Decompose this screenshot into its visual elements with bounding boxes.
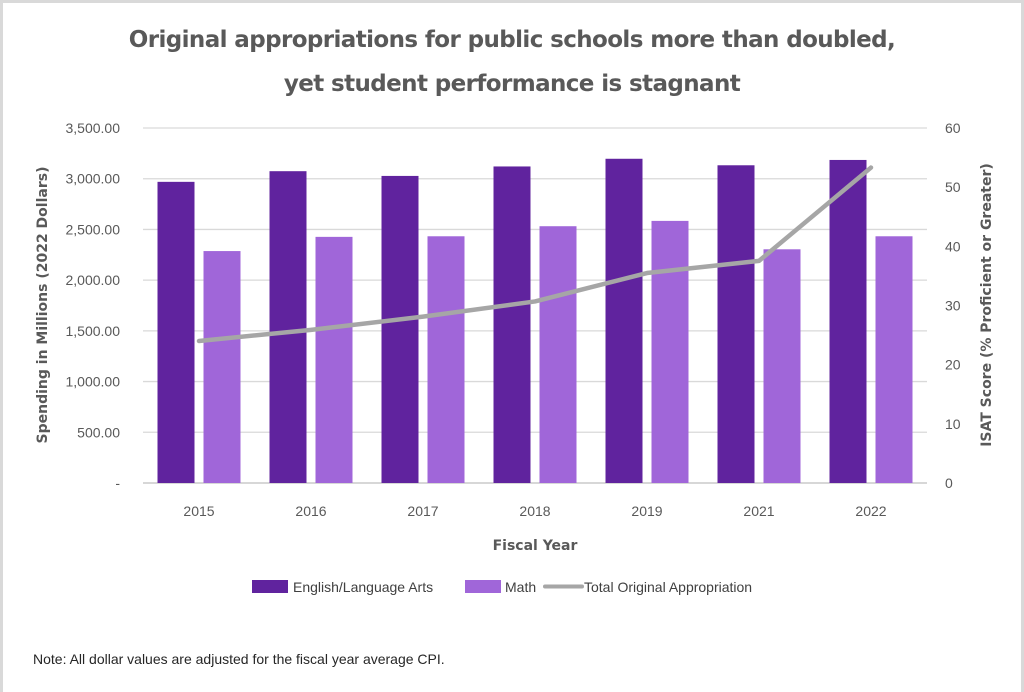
right-tick-label: 0	[945, 475, 953, 491]
legend-swatch-ela	[252, 580, 288, 593]
bar-english-language-arts-2022	[829, 159, 867, 483]
bar-math-2018	[539, 226, 577, 483]
right-tick-label: 40	[945, 238, 961, 254]
left-tick-label: 1,500.00	[66, 323, 121, 339]
gridlines	[143, 127, 927, 484]
right-tick-label: 50	[945, 179, 961, 195]
legend-label-ela: English/Language Arts	[293, 579, 433, 595]
footnote: Note: All dollar values are adjusted for…	[33, 651, 445, 667]
right-axis-ticks: 0 10 20 30 40 50 60	[945, 120, 961, 491]
left-tick-label: 3,500.00	[66, 120, 121, 136]
left-axis-title: Spending in Millions (2022 Dollars)	[35, 167, 51, 444]
bar-math-2019	[651, 220, 689, 483]
left-tick-label: 2,500.00	[66, 221, 121, 237]
legend-swatch-math	[465, 580, 501, 593]
x-tick-label: 2019	[631, 503, 662, 519]
legend: English/Language Arts Math Total Origina…	[252, 579, 752, 595]
left-tick-label: 500.00	[77, 424, 120, 440]
x-tick-label: 2015	[183, 503, 214, 519]
bar-english-language-arts-2016	[269, 171, 307, 484]
right-tick-label: 30	[945, 298, 961, 314]
left-tick-label: -	[115, 475, 120, 491]
x-axis-title: Fiscal Year	[493, 538, 578, 554]
left-tick-label: 3,000.00	[66, 171, 121, 187]
bar-english-language-arts-2015	[157, 181, 195, 483]
bar-math-2022	[875, 236, 913, 483]
x-tick-label: 2018	[519, 503, 550, 519]
left-tick-label: 1,000.00	[66, 374, 121, 390]
x-tick-label: 2022	[855, 503, 886, 519]
bar-english-language-arts-2019	[605, 158, 643, 483]
left-tick-label: 2,000.00	[66, 272, 121, 288]
left-axis-ticks: - 500.00 1,000.00 1,500.00 2,000.00 2,500.00 3…	[66, 120, 121, 491]
bar-math-2017	[427, 236, 465, 483]
right-tick-label: 20	[945, 357, 961, 373]
bar-english-language-arts-2021	[717, 165, 755, 483]
x-tick-label: 2021	[743, 503, 774, 519]
right-tick-label: 60	[945, 120, 961, 136]
legend-label-math: Math	[505, 579, 536, 595]
right-tick-label: 10	[945, 416, 961, 432]
right-axis-title: ISAT Score (% Proficient or Greater)	[979, 163, 995, 447]
bars	[157, 158, 913, 484]
appropriation-line	[196, 165, 874, 344]
bar-math-2016	[315, 236, 353, 483]
x-tick-label: 2017	[407, 503, 438, 519]
x-tick-label: 2016	[295, 503, 326, 519]
bar-math-2015	[203, 251, 241, 483]
chart-title-line-1: Original appropriations for public schoo…	[128, 27, 896, 53]
bar-math-2021	[763, 249, 801, 483]
bar-english-language-arts-2017	[381, 175, 419, 484]
legend-label-line: Total Original Appropriation	[584, 579, 752, 595]
bar-english-language-arts-2018	[493, 166, 531, 484]
chart-title: Original appropriations for public schoo…	[0, 18, 1024, 106]
x-axis-ticks: 2015 2016 2017 2018 2019 2021 2022	[183, 503, 886, 519]
chart-title-line-2: yet student performance is stagnant	[283, 71, 741, 97]
